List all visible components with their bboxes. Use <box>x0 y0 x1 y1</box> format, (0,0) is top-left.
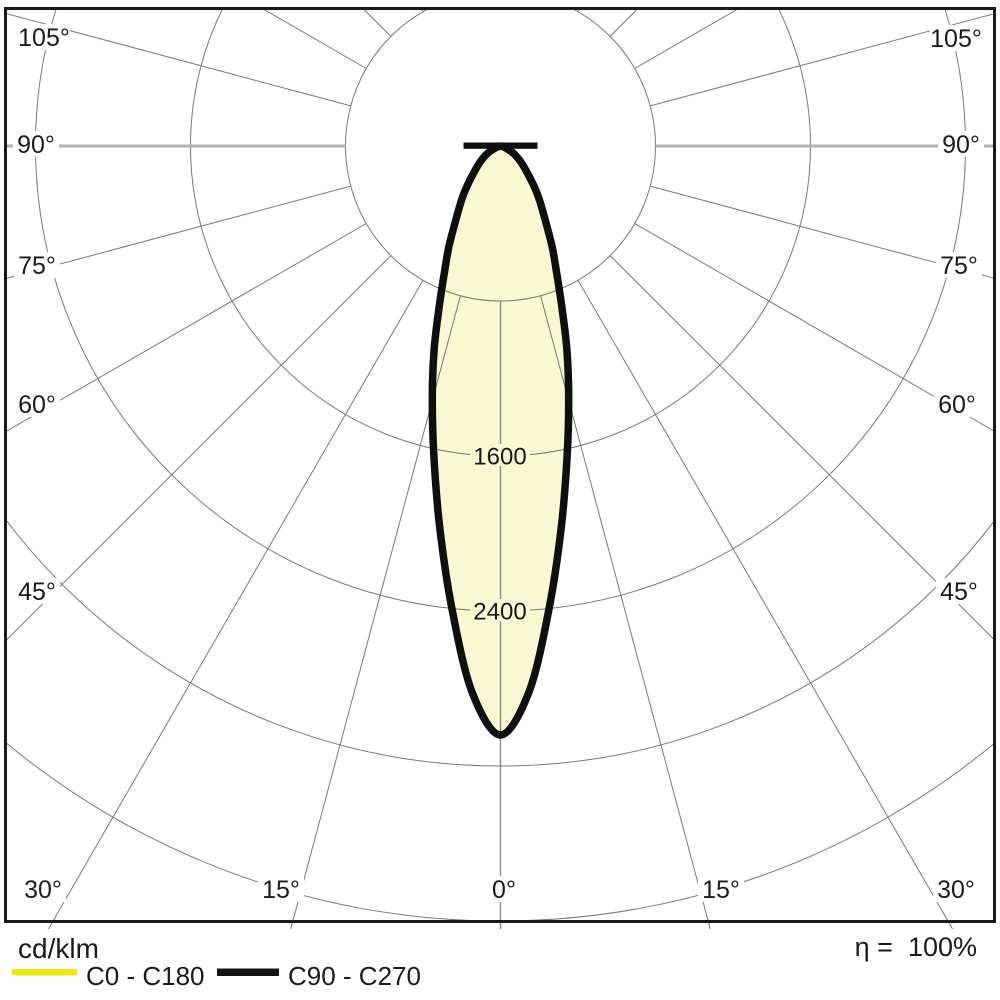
angle-label: 60° <box>18 391 56 419</box>
label-backdrop <box>698 876 744 902</box>
angle-labels: 105° 90° 75° 60° 45° 30° 105° 90° 75° 60° 45° 30° 15… <box>13 24 984 904</box>
beam-curves <box>428 142 573 739</box>
label-backdrop <box>470 444 530 466</box>
units-label: cd/klm <box>18 933 99 964</box>
label-backdrop <box>13 131 59 157</box>
label-backdrop <box>936 252 982 278</box>
radial-line <box>5 185 351 280</box>
legend-swatch-c90-c270 <box>217 968 279 976</box>
angle-label: 30° <box>937 876 975 904</box>
angle-label: 105° <box>930 25 982 53</box>
radial-line <box>540 295 711 929</box>
ring-value-label: 1600 <box>473 444 526 471</box>
legend-label-c90-c270: C90 - C270 <box>288 961 421 991</box>
angle-label: 90° <box>942 131 980 159</box>
label-backdrop <box>470 599 530 621</box>
angle-label: 0° <box>492 876 516 904</box>
radial-line <box>577 279 954 929</box>
label-backdrop <box>258 876 304 902</box>
radial-line <box>650 185 995 280</box>
radial-line <box>5 223 367 433</box>
angle-label: 75° <box>18 252 56 280</box>
radial-line <box>290 295 461 929</box>
angle-label: 15° <box>702 876 740 904</box>
angle-label: 45° <box>18 578 56 606</box>
beam-curve-c90-c270 <box>428 142 573 739</box>
label-backdrop <box>934 391 980 417</box>
label-backdrop <box>487 876 521 902</box>
radial-line <box>650 12 995 107</box>
radial-line <box>47 279 424 929</box>
legend-swatch-c0-c180 <box>12 969 77 976</box>
label-backdrop <box>930 25 982 51</box>
angle-label: 45° <box>940 578 978 606</box>
legend-label-c0-c180: C0 - C180 <box>86 961 205 991</box>
label-backdrop <box>933 876 979 902</box>
label-backdrop <box>14 391 60 417</box>
efficiency-label: η = 100% <box>855 932 977 962</box>
angle-label: 105° <box>18 24 70 52</box>
label-backdrop <box>20 876 66 902</box>
label-backdrop <box>18 24 70 50</box>
angle-label: 15° <box>262 876 300 904</box>
angle-label: 30° <box>24 876 62 904</box>
radial-line <box>5 12 351 107</box>
angle-label: 90° <box>17 131 55 159</box>
radial-line <box>577 8 581 13</box>
radial-line <box>420 8 424 13</box>
luminaire-symbol <box>463 142 538 149</box>
label-backdrop <box>14 578 60 604</box>
radial-line <box>5 255 392 643</box>
label-backdrop <box>14 252 60 278</box>
angle-label: 60° <box>938 391 976 419</box>
radial-line <box>634 223 995 433</box>
chart-frame <box>4 7 996 923</box>
radial-line <box>609 255 995 642</box>
label-backdrop <box>938 131 984 157</box>
angle-label: 75° <box>940 252 978 280</box>
ring-value-labels: 1600 2400 <box>470 444 530 626</box>
label-backdrop <box>936 578 982 604</box>
ring-value-label: 2400 <box>473 599 526 626</box>
